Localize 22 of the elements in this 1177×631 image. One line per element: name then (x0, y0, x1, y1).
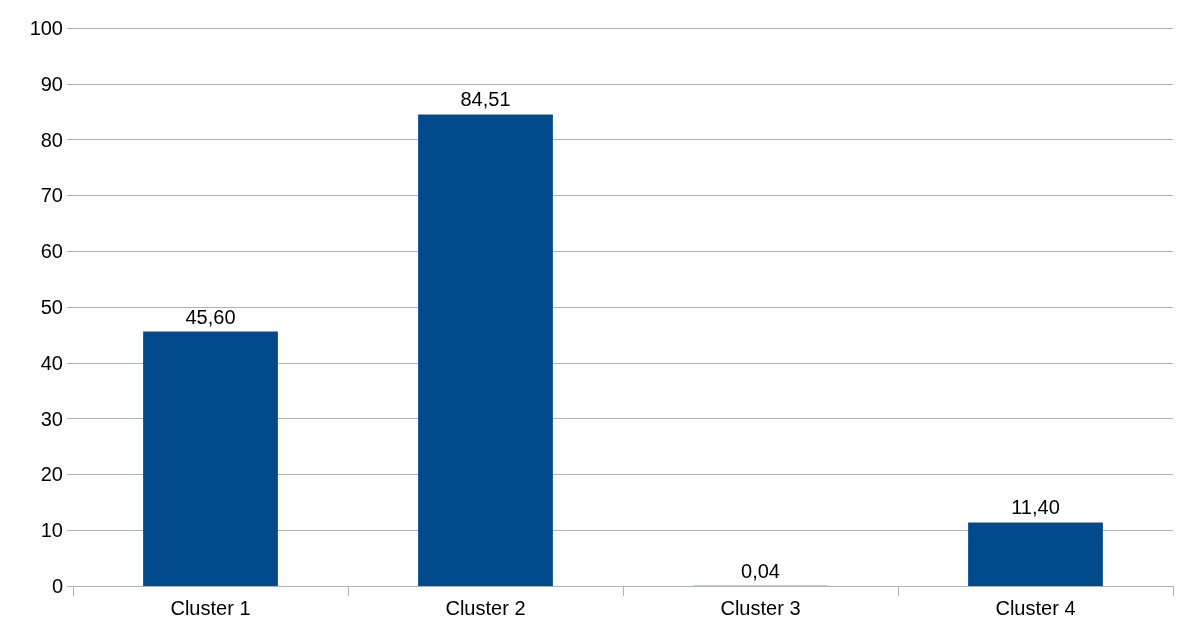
y-tick-label: 20 (40, 463, 63, 486)
data-label: 0,04 (741, 559, 780, 582)
data-label: 11,40 (1011, 496, 1060, 519)
y-tick-label: 100 (29, 17, 63, 39)
y-tick-label: 50 (40, 296, 63, 318)
y-tick-label: 60 (40, 240, 63, 263)
y-tick-label: 90 (40, 72, 63, 95)
data-label: 45,60 (185, 305, 236, 328)
y-tick-label: 40 (40, 351, 63, 374)
y-tick-label: 0 (51, 575, 63, 597)
y-tick-label: 10 (40, 519, 63, 542)
x-tick-label: Cluster 4 (995, 597, 1076, 619)
bar (968, 522, 1103, 586)
y-tick-label: 80 (40, 128, 63, 151)
x-tick-label: Cluster 3 (720, 597, 801, 619)
bar (143, 331, 278, 586)
y-tick-label: 70 (40, 184, 63, 207)
bar (418, 114, 553, 586)
x-tick-label: Cluster 1 (170, 597, 251, 619)
x-tick-label: Cluster 2 (445, 597, 526, 619)
y-tick-label: 30 (40, 407, 63, 430)
data-label: 84,51 (460, 88, 511, 111)
